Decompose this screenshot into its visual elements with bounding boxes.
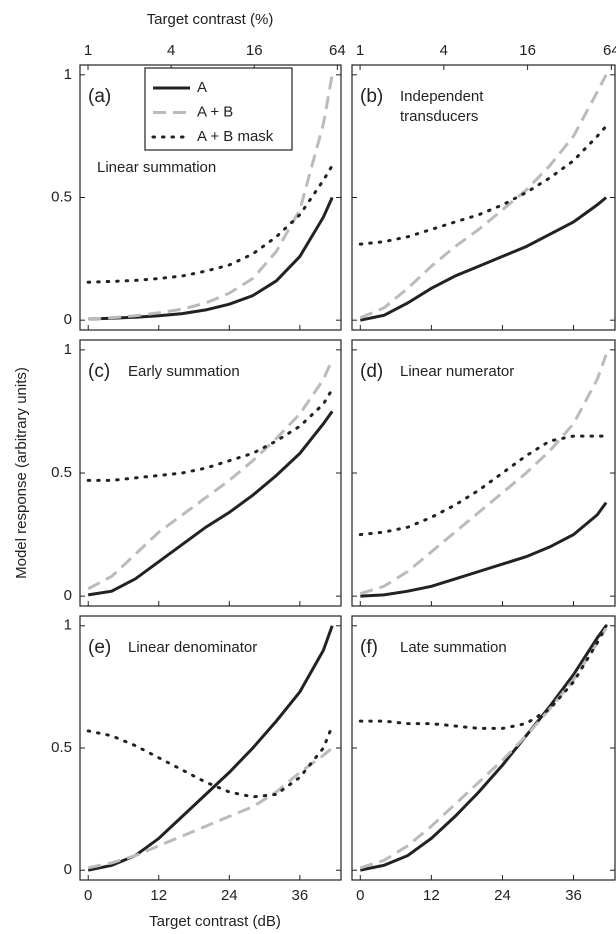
legend-label: A + B xyxy=(197,103,233,120)
x-tick-label: 36 xyxy=(292,887,309,904)
line-series xyxy=(358,624,608,730)
legend-box xyxy=(144,67,293,151)
line-series xyxy=(359,74,608,320)
line-series xyxy=(359,354,608,596)
x-tick-label: 0 xyxy=(84,887,92,904)
line-series xyxy=(86,164,334,284)
panel-title: (f) xyxy=(360,637,378,658)
top-x-tick-label: 4 xyxy=(440,42,448,59)
line-series xyxy=(88,74,334,321)
annotation: Early summation xyxy=(128,363,240,380)
panel-title: (e) xyxy=(88,637,111,658)
y-tick-label: 0 xyxy=(64,587,72,604)
y-tick-label: 1 xyxy=(64,617,72,634)
annotation: Linear summation xyxy=(97,159,216,176)
top-x-tick-label: 64 xyxy=(603,42,616,59)
panel: 0 0.5 1 (c) Early summation xyxy=(51,339,342,607)
legend-label: A xyxy=(197,79,207,96)
line-series xyxy=(87,746,334,870)
line-series xyxy=(358,434,608,537)
y-tick-label: 0.5 xyxy=(51,188,72,205)
x-tick-label: 12 xyxy=(423,887,440,904)
x-axis-label: Target contrast (dB) xyxy=(149,913,281,930)
top-x-tick-label: 1 xyxy=(356,42,364,59)
annotation: transducers xyxy=(400,108,478,125)
x-tick-label: 0 xyxy=(356,887,364,904)
panel: 0 12 24 36 (f) Late summation xyxy=(351,615,616,904)
line-series xyxy=(359,627,608,870)
line-series xyxy=(86,724,334,799)
x-tick-label: 24 xyxy=(494,887,511,904)
y-tick-label: 1 xyxy=(64,66,72,83)
top-x-tick-label: 16 xyxy=(519,42,536,59)
y-tick-label: 0 xyxy=(64,311,72,328)
annotation: Late summation xyxy=(400,639,507,656)
y-tick-label: 0.5 xyxy=(51,464,72,481)
panel: 1 4 16 64 (b) Independent transducers xyxy=(351,42,616,331)
top-axis-label: Target contrast (%) xyxy=(147,11,274,28)
top-x-tick-label: 16 xyxy=(246,42,263,59)
annotation: Linear numerator xyxy=(400,363,514,380)
line-series xyxy=(87,625,334,872)
panel: 0 0.5 1 0 12 24 36 (e) Linear denominator xyxy=(51,615,342,904)
y-tick-label: 0 xyxy=(64,861,72,878)
panel: 0 0.5 11 4 16 64 (a) Linear summation A A + B A + … xyxy=(51,42,346,331)
x-tick-label: 12 xyxy=(150,887,167,904)
panel-title: (b) xyxy=(360,86,383,107)
top-x-tick-label: 64 xyxy=(329,42,346,59)
annotation: Linear denominator xyxy=(128,639,257,656)
line-series xyxy=(359,624,608,872)
legend-label: A + B mask xyxy=(197,128,274,145)
line-series xyxy=(87,410,334,597)
top-x-tick-label: 1 xyxy=(84,42,92,59)
line-series xyxy=(86,387,334,482)
panel-title: (c) xyxy=(88,361,110,382)
line-series xyxy=(360,501,608,598)
line-series xyxy=(358,124,608,246)
x-tick-label: 36 xyxy=(565,887,582,904)
top-x-tick-label: 4 xyxy=(167,42,175,59)
panel-title: (d) xyxy=(360,361,383,382)
annotation: Independent xyxy=(400,88,484,105)
y-tick-label: 0.5 xyxy=(51,739,72,756)
panel: (d) Linear numerator xyxy=(351,339,616,607)
line-series xyxy=(359,196,608,322)
y-axis-label: Model response (arbitrary units) xyxy=(13,367,30,579)
panel-frame xyxy=(351,64,616,331)
x-tick-label: 24 xyxy=(221,887,238,904)
y-tick-label: 1 xyxy=(64,341,72,358)
line-series xyxy=(87,359,334,591)
panel-title: (a) xyxy=(88,86,111,107)
